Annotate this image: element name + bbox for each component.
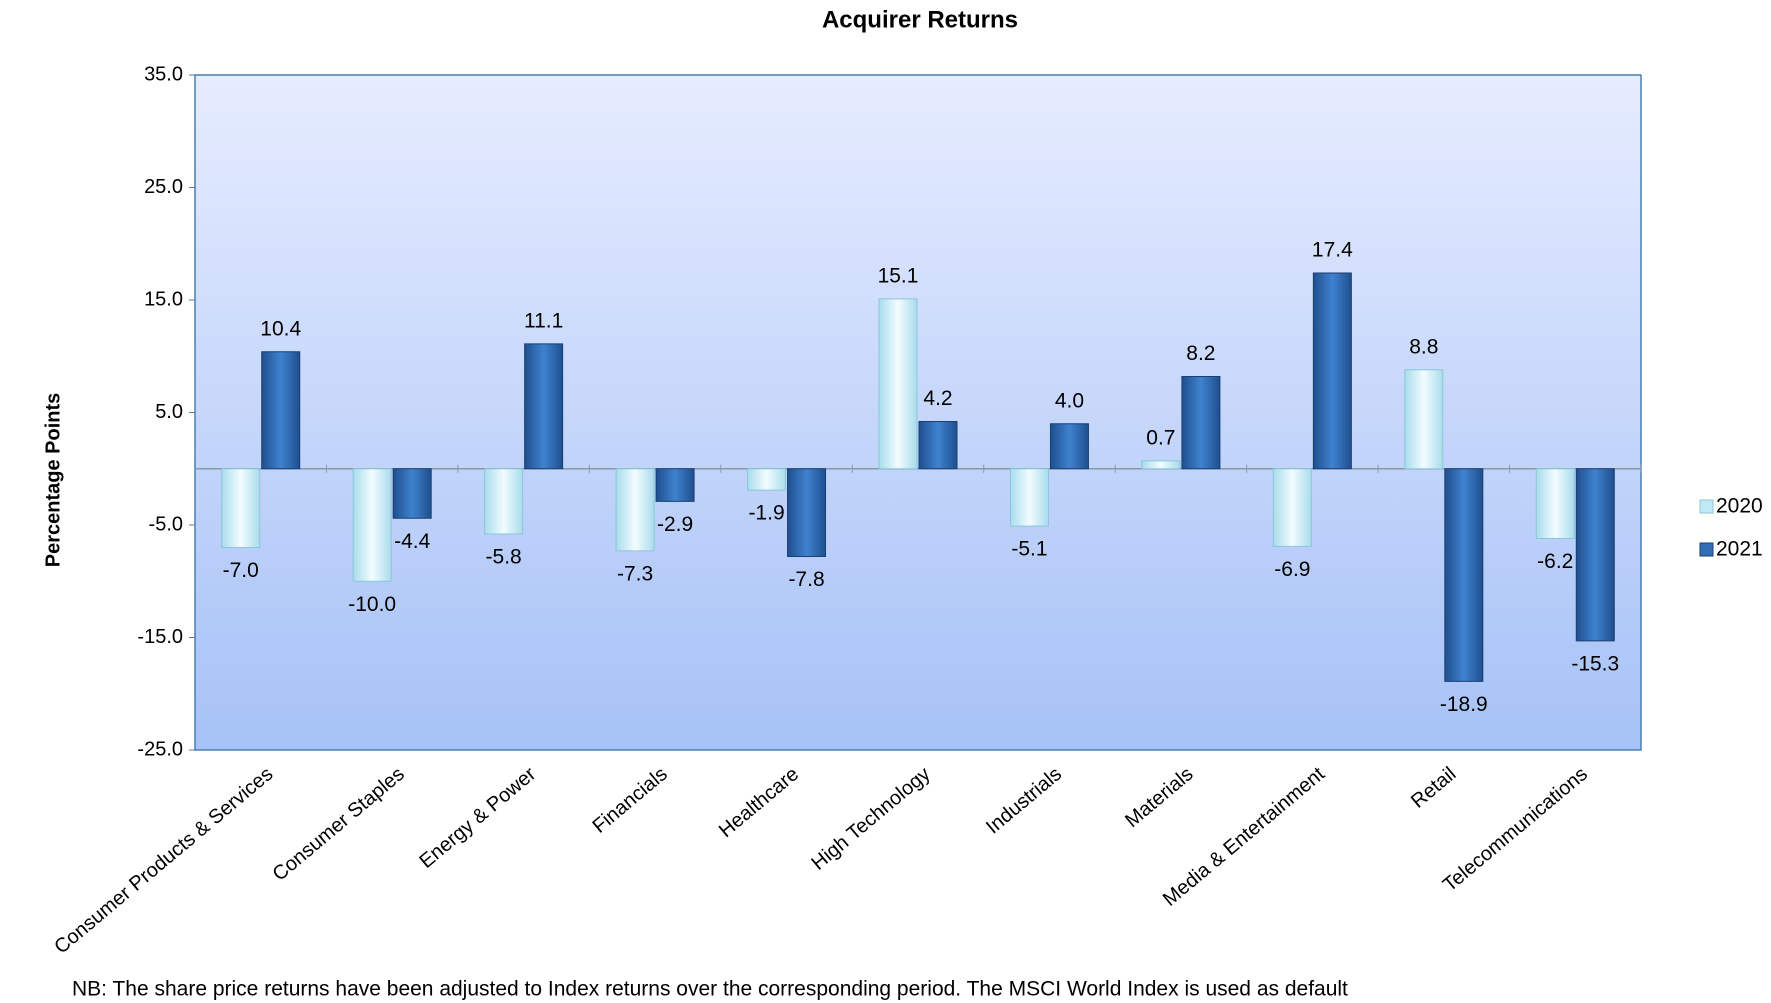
x-tick-label: High Technology [807, 763, 934, 875]
value-label: -2.9 [657, 513, 693, 536]
bar [1444, 468, 1484, 682]
x-tick-label: Consumer Staples [269, 763, 409, 886]
x-tick-label: Retail [1407, 763, 1460, 813]
value-label: -6.2 [1537, 550, 1573, 573]
x-tick-label: Healthcare [715, 763, 803, 842]
value-label: 4.0 [1055, 389, 1084, 412]
bar [1181, 376, 1221, 470]
value-label: -5.8 [486, 546, 522, 569]
value-label: -18.9 [1440, 693, 1488, 716]
x-tick-label: Energy & Power [415, 763, 540, 873]
value-label: 10.4 [260, 317, 301, 340]
bar [1312, 272, 1352, 470]
value-label: -7.3 [617, 562, 653, 585]
y-tick-label: 35.0 [144, 63, 183, 85]
value-label: 4.2 [923, 387, 952, 410]
bar [1049, 423, 1089, 470]
bar [1141, 460, 1181, 470]
bar [1272, 468, 1312, 547]
bar [1535, 468, 1575, 539]
bar [524, 343, 564, 470]
x-tick-label: Financials [589, 763, 672, 838]
bar [392, 468, 432, 519]
legend-swatch [1699, 542, 1714, 557]
bar [918, 421, 958, 470]
bar [1009, 468, 1049, 527]
value-label: 0.7 [1146, 426, 1175, 449]
x-tick-label: Materials [1121, 763, 1197, 832]
value-label: -10.0 [348, 593, 396, 616]
legend-label: 2020 [1716, 495, 1763, 518]
value-label: -15.3 [1571, 652, 1619, 675]
bar [655, 468, 695, 502]
value-label: -5.1 [1011, 538, 1047, 561]
plot-area [194, 74, 1642, 751]
value-label: 8.2 [1186, 342, 1215, 365]
bar [484, 468, 524, 535]
bar [261, 351, 301, 470]
y-tick-label: -25.0 [137, 738, 183, 760]
y-tick-label: 15.0 [144, 288, 183, 310]
value-label: -4.4 [394, 530, 431, 553]
value-label: -6.9 [1274, 558, 1310, 581]
x-tick-label: Industrials [982, 763, 1066, 838]
value-label: 11.1 [524, 309, 563, 332]
y-tick-label: -5.0 [149, 513, 183, 535]
bar [747, 468, 787, 491]
value-label: -7.8 [788, 568, 824, 591]
x-tick-label: Telecommunications [1439, 763, 1592, 896]
bar [1404, 369, 1444, 470]
bar [615, 468, 655, 552]
value-label: 17.4 [1312, 239, 1353, 262]
chart-title: Acquirer Returns [822, 6, 1018, 33]
footnote: NB: The share price returns have been ad… [72, 978, 1348, 1001]
x-tick-label: Consumer Products & Services [50, 763, 277, 958]
y-tick-label: 25.0 [144, 176, 183, 198]
bar [221, 468, 261, 548]
y-axis-title: Percentage Points [42, 393, 64, 568]
bar [878, 298, 918, 470]
bar [352, 468, 392, 582]
value-label: -7.0 [223, 559, 259, 582]
bar [1575, 468, 1615, 642]
y-tick-label: 5.0 [155, 401, 183, 423]
value-label: 8.8 [1409, 335, 1438, 358]
y-tick-label: -15.0 [137, 626, 183, 648]
legend-label: 2021 [1716, 538, 1763, 561]
value-label: -1.9 [748, 502, 784, 525]
bar [787, 468, 827, 557]
value-label: 15.1 [878, 264, 919, 287]
legend-swatch [1699, 499, 1714, 514]
